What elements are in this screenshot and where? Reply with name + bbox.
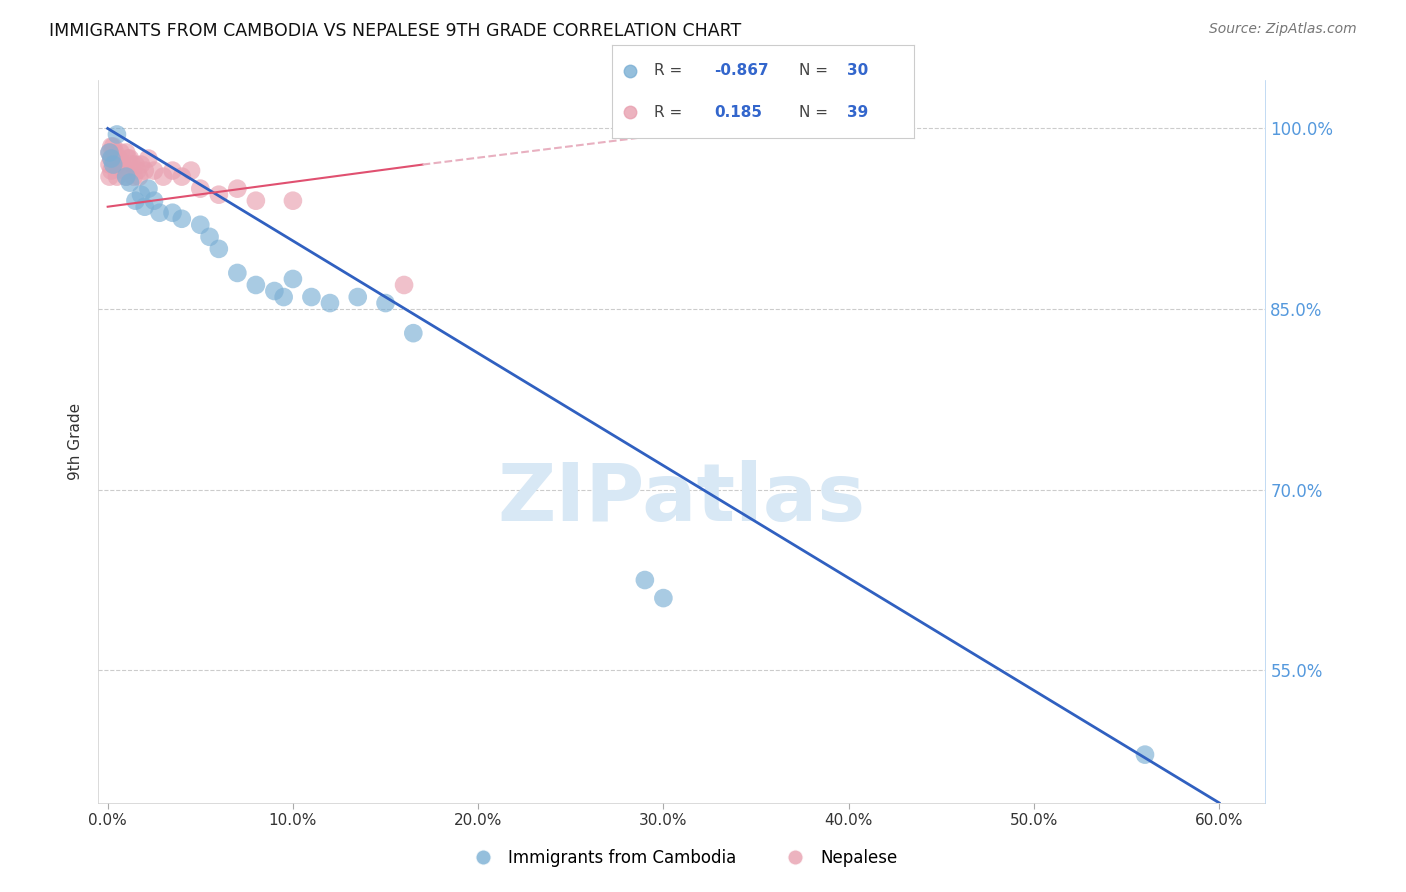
Point	[103, 139, 125, 153]
Point	[134, 200, 156, 214]
Text: 0.185: 0.185	[714, 104, 762, 120]
Text: -0.867: -0.867	[714, 63, 769, 78]
Text: 30: 30	[848, 63, 869, 78]
Point	[162, 163, 184, 178]
Point	[208, 242, 231, 256]
Point	[652, 591, 675, 606]
Point	[107, 152, 129, 166]
Point	[374, 296, 396, 310]
Point	[245, 278, 267, 293]
Point	[112, 163, 135, 178]
Y-axis label: 9th Grade: 9th Grade	[67, 403, 83, 480]
Point	[105, 128, 128, 142]
Text: N =: N =	[799, 104, 828, 120]
Point	[100, 163, 122, 178]
Point	[634, 573, 657, 587]
Point	[103, 158, 125, 172]
Point	[129, 187, 152, 202]
Point	[188, 218, 211, 232]
Point	[1133, 747, 1156, 762]
Point	[170, 211, 193, 226]
Point	[104, 158, 127, 172]
Point	[138, 152, 160, 166]
Point	[115, 145, 138, 160]
Text: Source: ZipAtlas.com: Source: ZipAtlas.com	[1209, 22, 1357, 37]
Legend: Immigrants from Cambodia, Nepalese: Immigrants from Cambodia, Nepalese	[460, 843, 904, 874]
Point	[170, 169, 193, 184]
Point	[110, 145, 132, 160]
Point	[111, 158, 134, 172]
Point	[105, 158, 128, 172]
Point	[245, 194, 267, 208]
Point	[98, 169, 121, 184]
Point	[208, 187, 231, 202]
Point	[100, 152, 122, 166]
Text: N =: N =	[799, 63, 828, 78]
Text: R =: R =	[654, 63, 682, 78]
Point	[319, 296, 342, 310]
Point	[143, 163, 166, 178]
Point	[115, 169, 138, 184]
Text: IMMIGRANTS FROM CAMBODIA VS NEPALESE 9TH GRADE CORRELATION CHART: IMMIGRANTS FROM CAMBODIA VS NEPALESE 9TH…	[49, 22, 741, 40]
Point	[98, 145, 121, 160]
Point	[138, 182, 160, 196]
Point	[121, 158, 143, 172]
Point	[148, 205, 170, 219]
Point	[105, 169, 128, 184]
Point	[118, 176, 141, 190]
Point	[100, 152, 122, 166]
Point	[281, 194, 304, 208]
Point	[263, 284, 285, 298]
Point	[98, 145, 121, 160]
Point	[128, 169, 150, 184]
Point	[301, 290, 323, 304]
Point	[392, 278, 415, 293]
Point	[346, 290, 368, 304]
Point	[124, 158, 146, 172]
Point	[226, 266, 249, 280]
Point	[226, 182, 249, 196]
Point	[402, 326, 425, 341]
Point	[134, 163, 156, 178]
Point	[273, 290, 295, 304]
Point	[124, 194, 146, 208]
Point	[129, 158, 152, 172]
Point	[100, 139, 122, 153]
Point	[281, 272, 304, 286]
Point	[98, 158, 121, 172]
Text: 39: 39	[848, 104, 869, 120]
Point	[115, 169, 138, 184]
Point	[162, 205, 184, 219]
Point	[198, 230, 221, 244]
Point	[152, 169, 174, 184]
Point	[117, 152, 139, 166]
Point	[143, 194, 166, 208]
Text: ZIPatlas: ZIPatlas	[498, 460, 866, 539]
Point	[118, 152, 141, 166]
Point	[122, 169, 145, 184]
Text: R =: R =	[654, 104, 682, 120]
Point	[188, 182, 211, 196]
Point	[103, 152, 125, 166]
Point	[104, 145, 127, 160]
Point	[180, 163, 202, 178]
Point	[127, 163, 149, 178]
